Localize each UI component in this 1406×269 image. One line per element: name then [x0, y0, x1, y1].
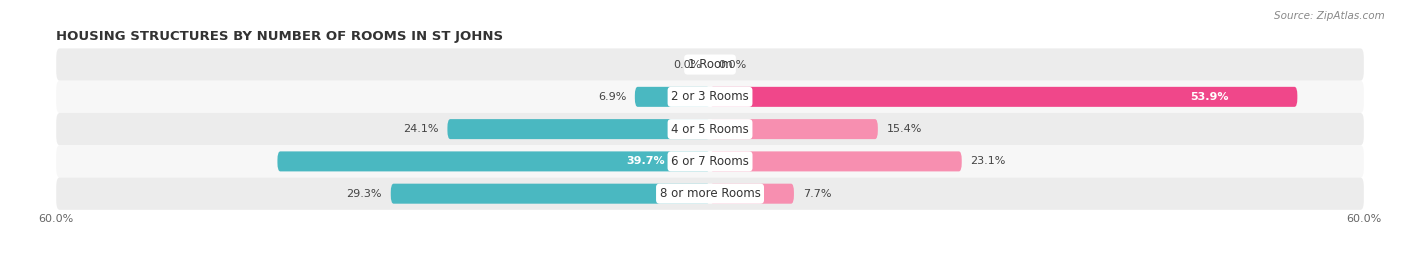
FancyBboxPatch shape	[391, 184, 710, 204]
Text: 6.9%: 6.9%	[598, 92, 626, 102]
Text: 1 Room: 1 Room	[688, 58, 733, 71]
Text: 15.4%: 15.4%	[887, 124, 922, 134]
FancyBboxPatch shape	[710, 119, 877, 139]
Text: 4 or 5 Rooms: 4 or 5 Rooms	[671, 123, 749, 136]
FancyBboxPatch shape	[56, 145, 1364, 178]
Text: 0.0%: 0.0%	[673, 59, 702, 70]
FancyBboxPatch shape	[710, 151, 962, 171]
Text: 6 or 7 Rooms: 6 or 7 Rooms	[671, 155, 749, 168]
Text: 29.3%: 29.3%	[346, 189, 382, 199]
FancyBboxPatch shape	[56, 81, 1364, 113]
Text: 53.9%: 53.9%	[1189, 92, 1229, 102]
Text: 2 or 3 Rooms: 2 or 3 Rooms	[671, 90, 749, 103]
FancyBboxPatch shape	[56, 178, 1364, 210]
FancyBboxPatch shape	[56, 113, 1364, 145]
Text: HOUSING STRUCTURES BY NUMBER OF ROOMS IN ST JOHNS: HOUSING STRUCTURES BY NUMBER OF ROOMS IN…	[56, 30, 503, 43]
FancyBboxPatch shape	[56, 48, 1364, 81]
Text: 8 or more Rooms: 8 or more Rooms	[659, 187, 761, 200]
FancyBboxPatch shape	[636, 87, 710, 107]
Text: 0.0%: 0.0%	[718, 59, 747, 70]
FancyBboxPatch shape	[447, 119, 710, 139]
Text: 24.1%: 24.1%	[404, 124, 439, 134]
FancyBboxPatch shape	[277, 151, 710, 171]
FancyBboxPatch shape	[710, 87, 1298, 107]
Text: Source: ZipAtlas.com: Source: ZipAtlas.com	[1274, 11, 1385, 21]
Text: 7.7%: 7.7%	[803, 189, 831, 199]
Text: 39.7%: 39.7%	[626, 156, 665, 167]
FancyBboxPatch shape	[710, 184, 794, 204]
Text: 23.1%: 23.1%	[970, 156, 1005, 167]
